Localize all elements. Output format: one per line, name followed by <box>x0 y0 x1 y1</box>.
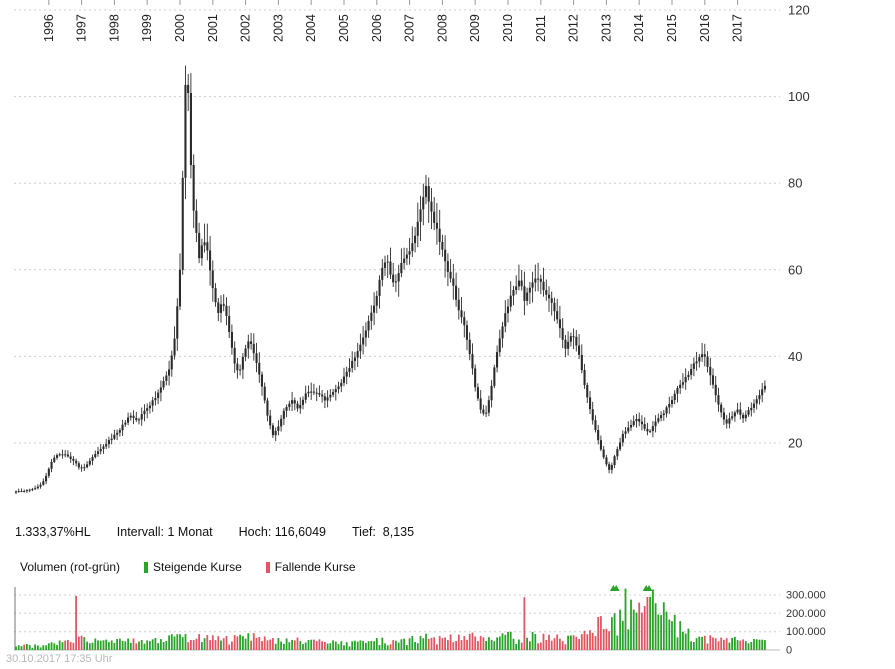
svg-text:100: 100 <box>788 89 810 104</box>
svg-text:20: 20 <box>788 436 802 451</box>
svg-text:2000: 2000 <box>173 14 187 42</box>
svg-text:300.000: 300.000 <box>786 590 826 602</box>
svg-text:40: 40 <box>788 349 802 364</box>
falling-color-swatch <box>265 561 270 573</box>
svg-text:2007: 2007 <box>403 14 417 42</box>
svg-text:2015: 2015 <box>665 14 679 42</box>
svg-text:1999: 1999 <box>140 14 154 42</box>
svg-text:2006: 2006 <box>370 14 384 42</box>
svg-text:2003: 2003 <box>271 14 285 42</box>
svg-text:2002: 2002 <box>239 14 253 42</box>
low-value-label: Tief: 8,135 <box>352 525 415 539</box>
rising-color-swatch <box>144 561 149 573</box>
svg-text:1996: 1996 <box>42 14 56 42</box>
svg-text:1997: 1997 <box>75 14 89 42</box>
svg-text:2014: 2014 <box>632 14 646 42</box>
svg-text:200.000: 200.000 <box>786 608 826 620</box>
rising-label: Steigende Kurse <box>153 560 242 574</box>
legend-item-down: Fallende Kurse <box>265 560 356 574</box>
volume-bar-chart[interactable]: 300.000 200.000 100.000 0 <box>0 583 895 663</box>
high-value-label: Hoch: 116,6049 <box>238 525 326 539</box>
svg-text:60: 60 <box>788 262 802 277</box>
change-percent-hl: 1.333,37%HL <box>15 525 91 539</box>
svg-text:2009: 2009 <box>468 14 482 42</box>
svg-text:2011: 2011 <box>534 15 548 42</box>
interval-label: Intervall: 1 Monat <box>116 525 213 539</box>
svg-text:2012: 2012 <box>567 14 581 42</box>
svg-text:80: 80 <box>788 176 802 191</box>
svg-text:0: 0 <box>786 645 792 657</box>
falling-label: Fallende Kurse <box>274 560 356 574</box>
svg-text:2010: 2010 <box>501 14 515 42</box>
chart-timestamp: 30.10.2017 17:35 Uhr <box>6 653 113 665</box>
svg-text:2005: 2005 <box>337 14 351 42</box>
legend-item-up: Steigende Kurse <box>144 560 242 574</box>
svg-text:2004: 2004 <box>304 14 318 42</box>
svg-text:120: 120 <box>788 3 810 18</box>
volume-legend-title: Volumen (rot-grün) <box>20 560 121 574</box>
svg-text:2017: 2017 <box>731 14 745 42</box>
svg-text:2008: 2008 <box>435 14 449 42</box>
svg-text:100.000: 100.000 <box>786 626 826 638</box>
svg-text:2013: 2013 <box>599 14 613 42</box>
price-candlestick-chart[interactable]: 1996 1997 1998 1999 2000 2001 2002 2003 2004 2005… <box>0 0 895 520</box>
svg-text:2001: 2001 <box>206 14 220 42</box>
stats-bar: 1.333,37%HL Intervall: 1 Monat Hoch: 116… <box>15 525 414 539</box>
svg-text:2016: 2016 <box>698 14 712 42</box>
svg-text:1998: 1998 <box>107 14 121 42</box>
volume-legend: Volumen (rot-grün) Steigende Kurse Falle… <box>20 560 370 574</box>
